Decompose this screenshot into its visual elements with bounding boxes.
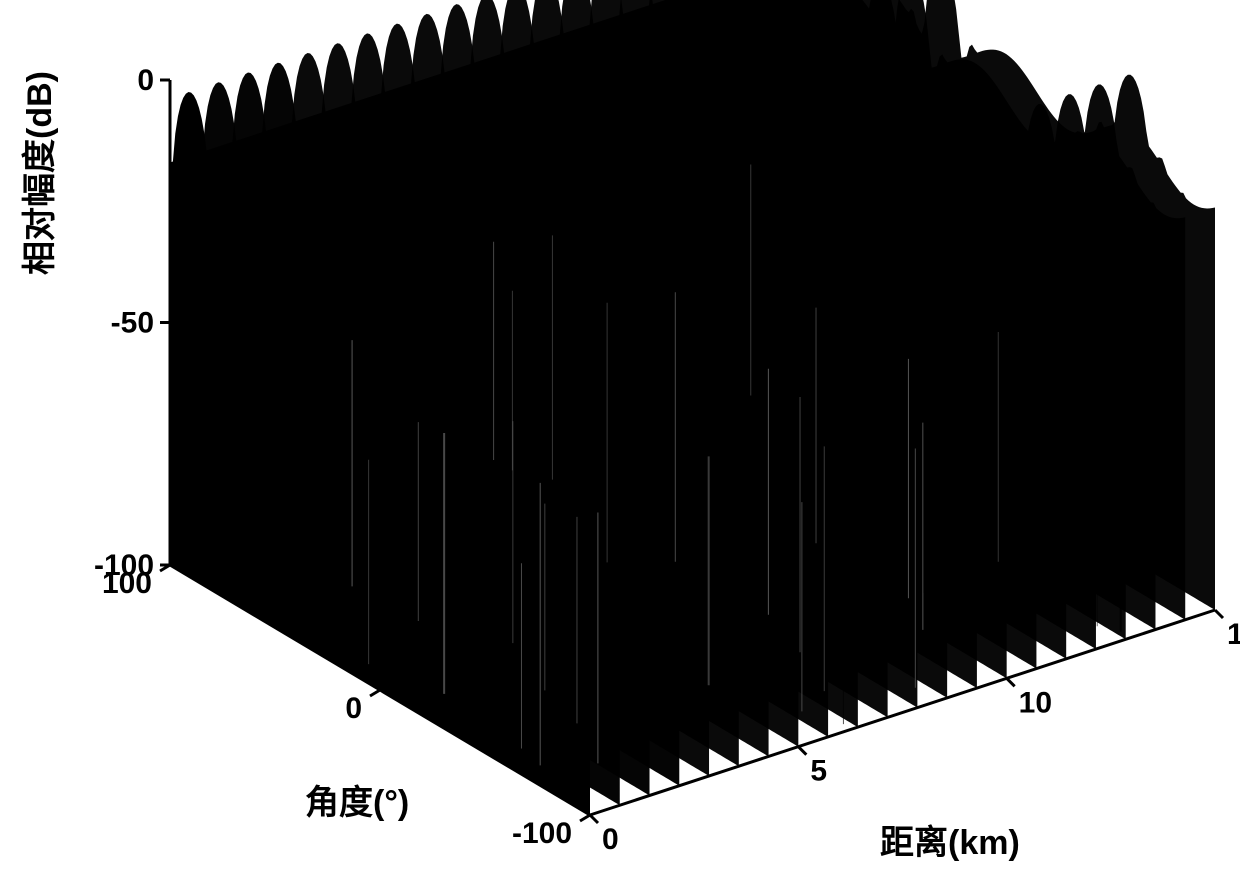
- svg-text:10: 10: [1019, 686, 1052, 719]
- surface-group: [170, 0, 1215, 815]
- svg-text:-50: -50: [111, 307, 154, 340]
- svg-text:0: 0: [345, 692, 362, 725]
- svg-text:0: 0: [137, 64, 154, 97]
- chart-container: 相对幅度(dB) 角度(°) 距离(km) 0-50-1001000-10005…: [0, 0, 1240, 877]
- svg-text:5: 5: [810, 755, 827, 788]
- svg-text:0: 0: [602, 823, 619, 856]
- svg-text:-100: -100: [512, 817, 572, 850]
- svg-text:15: 15: [1227, 618, 1240, 651]
- surface-plot-svg: 0-50-1001000-100051015: [0, 0, 1240, 877]
- svg-text:100: 100: [102, 567, 152, 600]
